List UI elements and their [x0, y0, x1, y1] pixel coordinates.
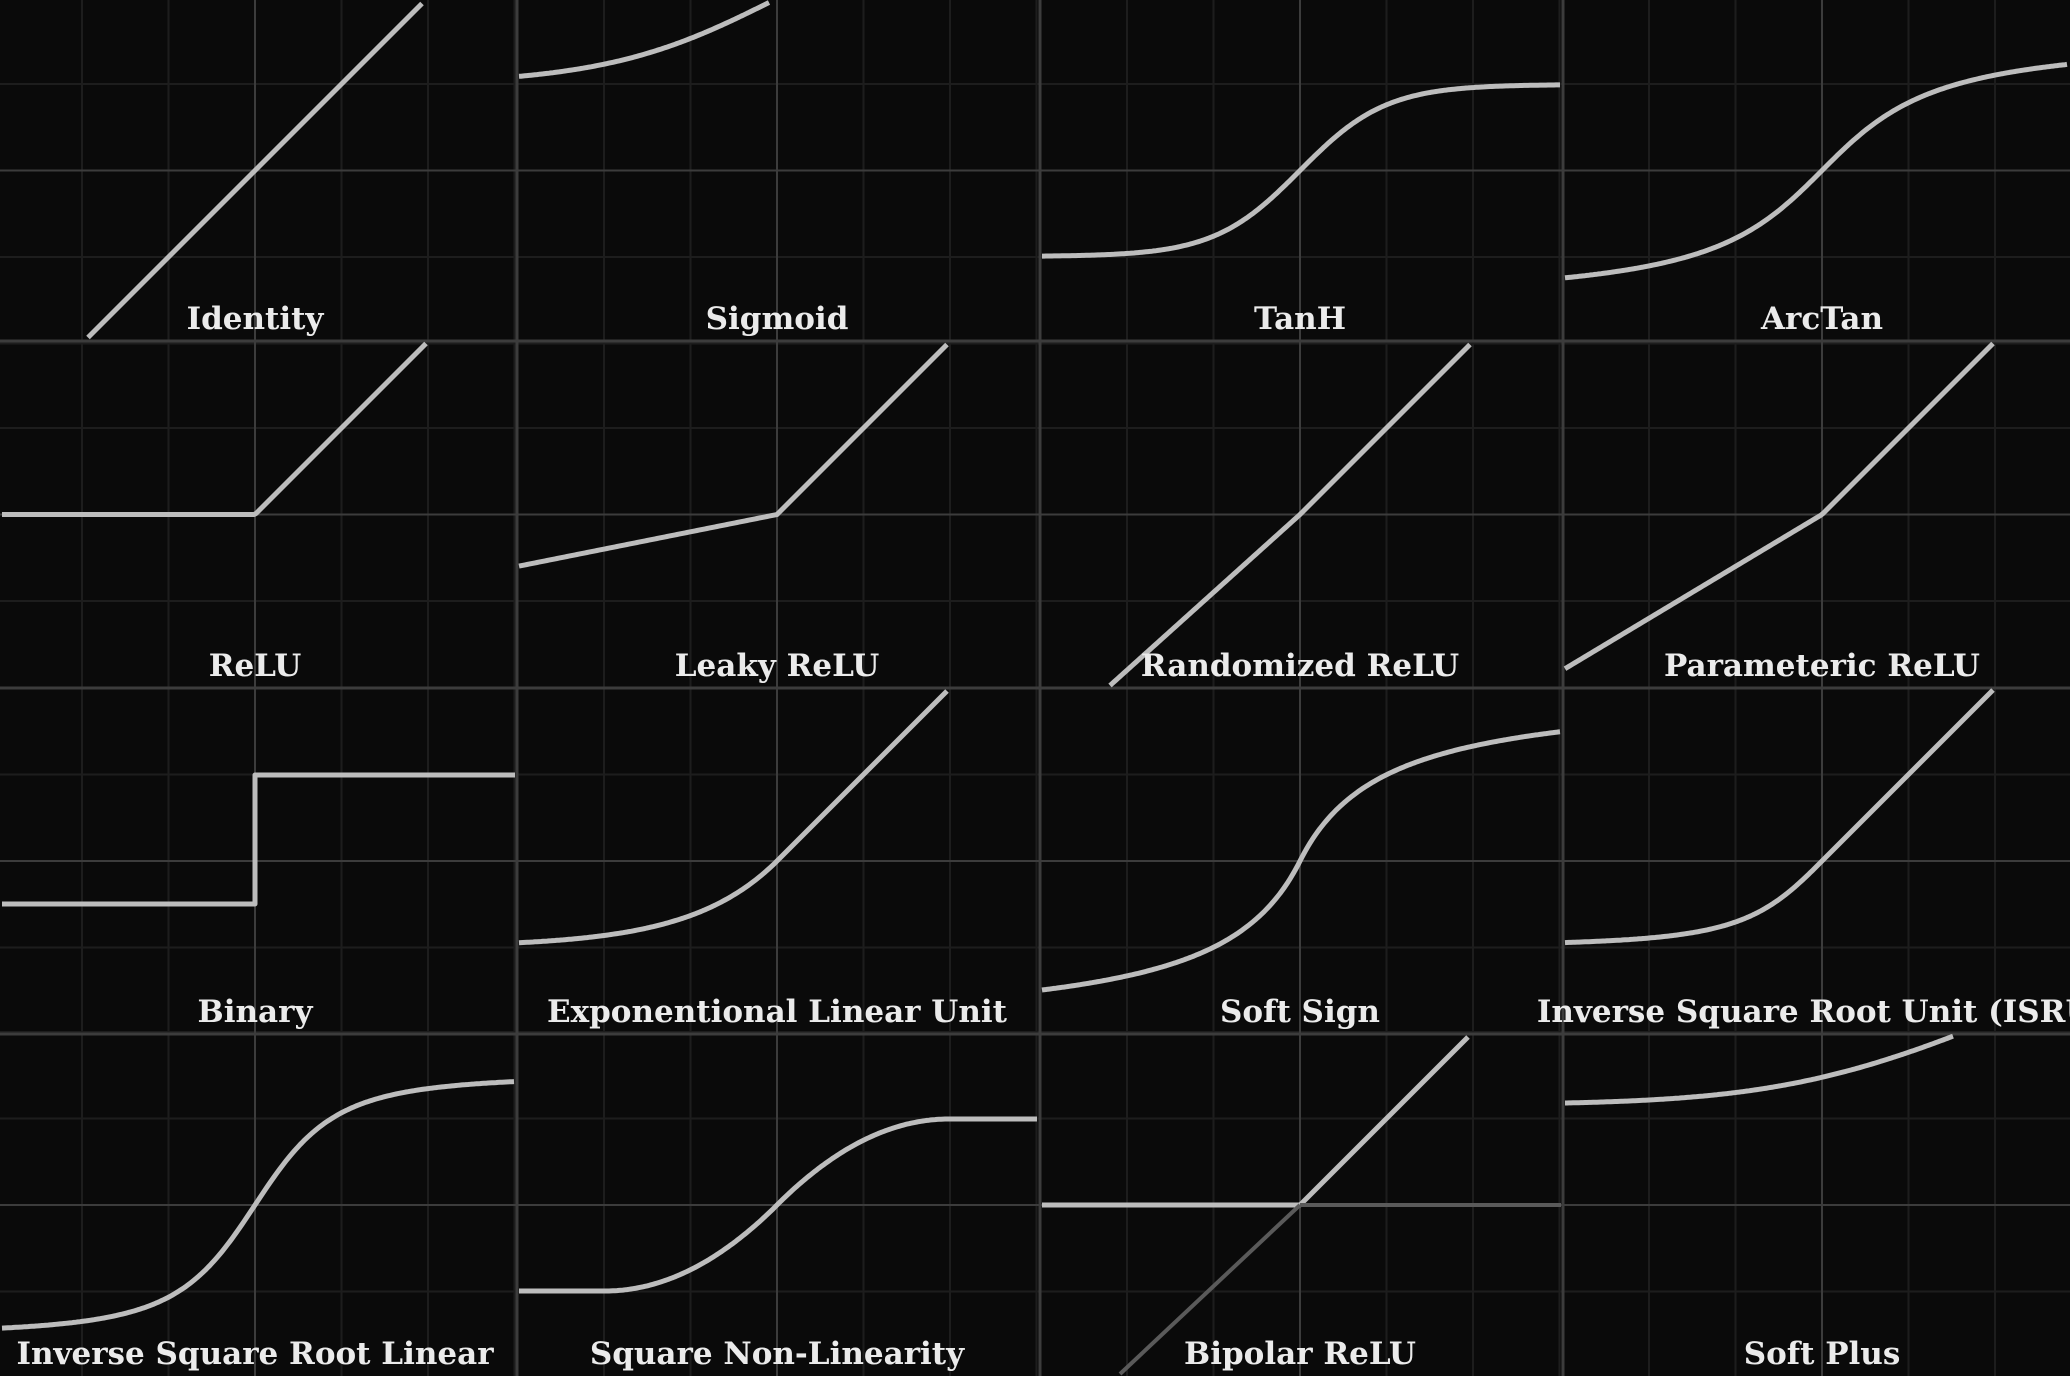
- sigmoid-curve: [518, 0, 771, 79]
- identity-curve: [86, 1, 424, 340]
- arctan-curve: [1564, 61, 2068, 281]
- exponentional-linear-unit-label: Exponentional Linear Unit: [547, 994, 1008, 1030]
- soft-plus-label: Soft Plus: [1744, 1336, 1901, 1372]
- soft-sign-label: Soft Sign: [1220, 994, 1380, 1030]
- randomized-relu-label: Randomized ReLU: [1141, 648, 1459, 684]
- tanh-curve: [1041, 82, 1561, 259]
- isrlu-label: Inverse Square Root Linear: [16, 1336, 494, 1372]
- relu-curve: [1, 341, 428, 517]
- soft-sign-curve: [1041, 729, 1561, 993]
- identity-label: Identity: [187, 301, 325, 337]
- sigmoid-label: Sigmoid: [706, 301, 849, 337]
- bipolar-relu-label: Bipolar ReLU: [1184, 1336, 1416, 1372]
- binary-curve: [2, 772, 515, 907]
- arctan-label: ArcTan: [1760, 301, 1883, 337]
- isrlu-curve: [1, 1079, 515, 1331]
- square-non-linearity-curve: [518, 1116, 1038, 1294]
- tanh-label: TanH: [1254, 301, 1346, 337]
- square-non-linearity-label: Square Non-Linearity: [590, 1336, 965, 1372]
- parameteric-relu-label: Parameteric ReLU: [1664, 648, 1980, 684]
- isru-curve: [1564, 688, 1995, 946]
- leaky-relu-label: Leaky ReLU: [675, 648, 880, 684]
- bipolar-relu-negative-branch: [1118, 1203, 1561, 1376]
- bipolar-relu-curve: [1041, 1035, 1470, 1208]
- panel-labels: Identity Sigmoid TanH ArcTan ReLU Leaky ReLU R…: [16, 301, 2070, 1372]
- parameteric-relu-curve: [1563, 341, 1995, 671]
- randomized-relu-curve: [1108, 342, 1472, 688]
- exponentional-linear-unit-curve: [518, 689, 949, 946]
- isru-label: Inverse Square Root Unit (ISRU): [1537, 994, 2070, 1030]
- relu-label: ReLU: [209, 648, 302, 684]
- leaky-relu-curve: [518, 342, 949, 569]
- soft-plus-curve: [1564, 1033, 1954, 1106]
- binary-label: Binary: [198, 994, 314, 1030]
